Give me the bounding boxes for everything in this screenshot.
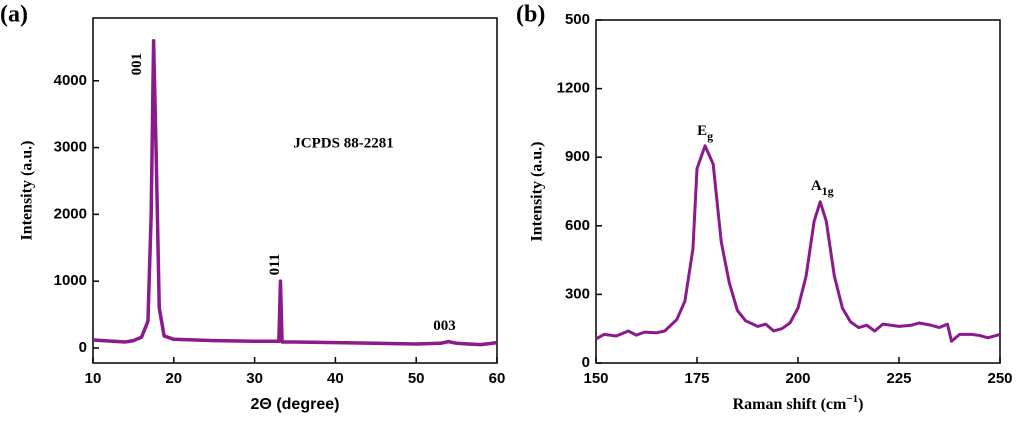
annotation: A1g — [811, 178, 834, 197]
y-tick-label: 2000 — [54, 205, 87, 222]
y-tick-label: 600 — [565, 217, 590, 234]
y-tick-label: 1000 — [54, 272, 87, 289]
panel-label: (b) — [516, 2, 545, 28]
x-tick-label: 10 — [85, 370, 102, 387]
x-label-sup: −1 — [846, 393, 858, 405]
annotation-text: A — [811, 178, 822, 194]
y-axis-label: Intensity (a.u.) — [19, 140, 36, 240]
x-tick-label: 50 — [408, 370, 425, 387]
y-tick-label: 300 — [565, 285, 590, 302]
x-tick-label: 175 — [684, 370, 709, 387]
y-tick-label: 500 — [565, 11, 590, 28]
data-line — [92, 38, 498, 347]
y-tick-label: 0 — [79, 339, 87, 356]
x-tick-label: 150 — [583, 370, 608, 387]
x-tick-label: 225 — [886, 370, 911, 387]
annotation-sub: g — [707, 129, 713, 143]
annotation-text: E — [697, 123, 707, 139]
y-tick-label: 3000 — [54, 139, 87, 156]
x-tick-label: 40 — [327, 370, 344, 387]
x-tick-label: 60 — [489, 370, 506, 387]
x-axis-label: 2Θ (degree) — [251, 396, 340, 413]
y-tick-label: 0 — [582, 354, 590, 371]
annotation: JCPDS 88-2281 — [293, 136, 393, 152]
annotation: Eg — [697, 123, 713, 142]
annotation: 011 — [267, 254, 283, 276]
annotation-sub: 1g — [822, 184, 834, 198]
plot-frame — [595, 19, 1001, 364]
y-axis-label: Intensity (a.u.) — [529, 141, 546, 241]
data-line — [595, 144, 1001, 343]
plot-frame — [92, 17, 498, 364]
x-axis-label: Raman shift (cm−1) — [733, 393, 864, 413]
annotation: 003 — [433, 318, 456, 334]
x-tick-label: 20 — [165, 370, 182, 387]
x-label-text: Raman shift (cm — [733, 396, 847, 413]
annotation: 001 — [129, 53, 145, 76]
y-tick-label: 900 — [565, 148, 590, 165]
y-tick-label: 1200 — [557, 80, 590, 97]
x-tick-label: 30 — [246, 370, 263, 387]
x-tick-label: 250 — [987, 370, 1012, 387]
y-tick-label: 4000 — [54, 72, 87, 89]
x-label-end: ) — [858, 396, 863, 413]
panel-label: (a) — [0, 2, 28, 28]
x-tick-label: 200 — [785, 370, 810, 387]
